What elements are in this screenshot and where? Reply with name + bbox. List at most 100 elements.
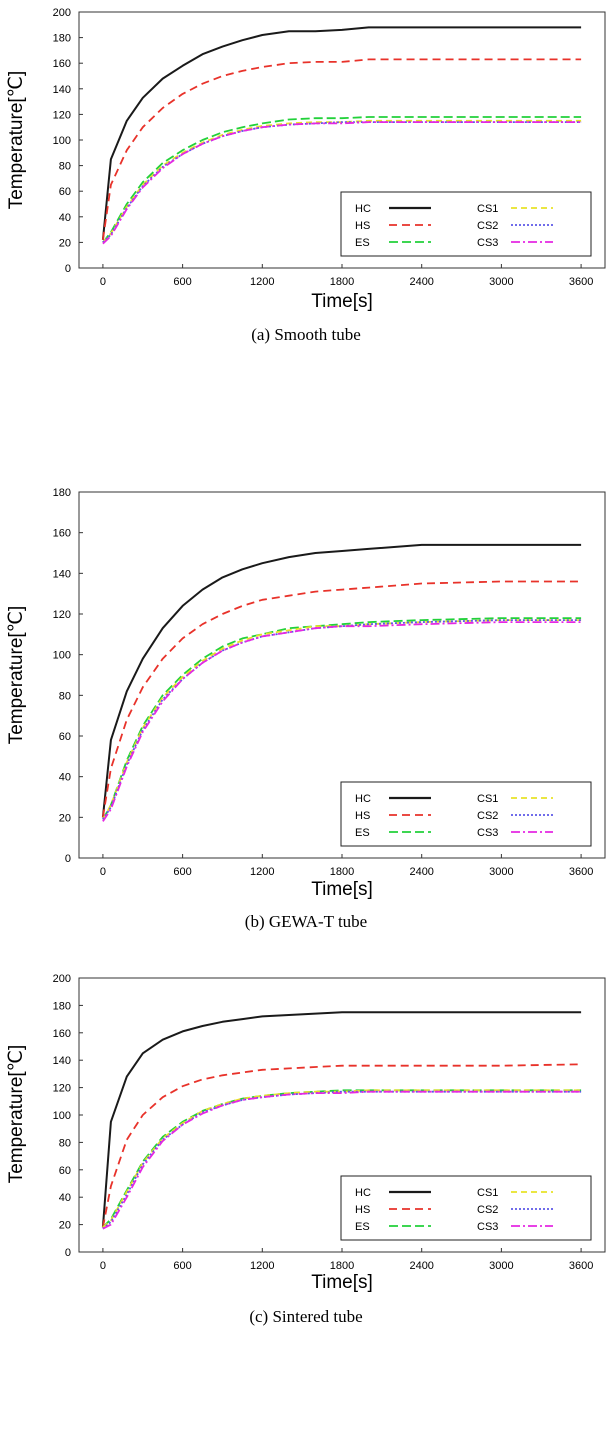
legend-label-hs: HS — [355, 1204, 370, 1216]
y-axis-title: Temperature[℃] — [6, 1045, 27, 1184]
legend-label-cs1: CS1 — [477, 203, 498, 215]
series-line-hs — [102, 1063, 582, 1228]
legend-label-cs2: CS2 — [477, 1204, 498, 1216]
x-tick-label: 1200 — [250, 866, 274, 878]
x-tick-label: 0 — [100, 866, 106, 878]
y-tick-label: 80 — [59, 1137, 71, 1149]
legend-label-cs3: CS3 — [477, 1221, 498, 1233]
y-tick-label: 160 — [53, 1028, 71, 1040]
y-tick-label: 120 — [53, 609, 71, 621]
y-tick-label: 0 — [65, 1247, 71, 1259]
series-line-hs — [102, 58, 582, 240]
series-line-hs — [102, 580, 582, 818]
series-line-cs2 — [102, 1090, 582, 1230]
legend-label-cs3: CS3 — [477, 237, 498, 249]
series-line-cs3 — [102, 1090, 582, 1230]
y-tick-label: 0 — [65, 263, 71, 275]
y-tick-label: 140 — [53, 84, 71, 96]
y-tick-label: 60 — [59, 731, 71, 743]
chart-panel-sintered-tube: 0 20 40 60 80 100 120 140 160 180 200 0 600 1200 1800 2… — [6, 973, 606, 1326]
x-tick-label: 0 — [100, 276, 106, 288]
x-tick-label: 600 — [173, 866, 191, 878]
y-tick-label: 40 — [59, 772, 71, 784]
legend: HC HS ES CS1 CS2 CS3 — [340, 1175, 592, 1241]
y-tick-label: 200 — [53, 973, 71, 985]
y-tick-label: 40 — [59, 1192, 71, 1204]
y-tick-label: 100 — [53, 135, 71, 147]
y-tick-label: 140 — [53, 1055, 71, 1067]
x-axis-title: Time[s] — [311, 291, 373, 312]
x-tick-label: 1800 — [330, 1260, 354, 1272]
x-tick-label: 1200 — [250, 1260, 274, 1272]
legend-label-es: ES — [355, 827, 370, 839]
x-tick-label: 1800 — [330, 276, 354, 288]
figure-caption: (a) Smooth tube — [251, 325, 361, 344]
y-tick-label: 200 — [53, 7, 71, 19]
figure-caption: (b) GEWA-T tube — [245, 912, 367, 931]
x-axis-title: Time[s] — [311, 879, 373, 900]
series-line-cs3 — [102, 121, 582, 245]
legend-box — [340, 781, 592, 847]
legend-label-cs3: CS3 — [477, 827, 498, 839]
x-tick-label: 3000 — [489, 1260, 513, 1272]
chart-panel-smooth-tube: 0 20 40 60 80 100 120 140 160 180 200 0 600 1200 1800 2… — [6, 7, 606, 344]
y-tick-label: 180 — [53, 487, 71, 499]
y-axis-title: Temperature[℃] — [6, 71, 27, 210]
y-tick-label: 40 — [59, 212, 71, 224]
legend-box — [340, 1175, 592, 1241]
y-tick-label: 60 — [59, 186, 71, 198]
legend: HC HS ES CS1 CS2 CS3 — [340, 191, 592, 257]
legend-label-cs1: CS1 — [477, 1187, 498, 1199]
series-line-es — [102, 617, 582, 820]
y-tick-label: 160 — [53, 58, 71, 70]
y-tick-label: 120 — [53, 1083, 71, 1095]
legend-label-hs: HS — [355, 220, 370, 232]
x-tick-label: 3600 — [569, 1260, 593, 1272]
x-tick-label: 1800 — [330, 866, 354, 878]
legend-box — [340, 191, 592, 257]
y-tick-label: 180 — [53, 1000, 71, 1012]
legend-label-hc: HC — [355, 203, 371, 215]
series-line-hc — [101, 543, 582, 818]
y-tick-label: 100 — [53, 650, 71, 662]
legend-label-es: ES — [355, 1221, 370, 1233]
y-tick-label: 60 — [59, 1165, 71, 1177]
x-tick-label: 2400 — [409, 276, 433, 288]
x-tick-label: 600 — [173, 276, 191, 288]
legend-label-es: ES — [355, 237, 370, 249]
legend: HC HS ES CS1 CS2 CS3 — [340, 781, 592, 847]
legend-label-cs1: CS1 — [477, 793, 498, 805]
y-tick-label: 20 — [59, 1220, 71, 1232]
x-tick-label: 1200 — [250, 276, 274, 288]
y-tick-label: 80 — [59, 161, 71, 173]
x-axis-title: Time[s] — [311, 1272, 373, 1293]
x-tick-label: 2400 — [409, 866, 433, 878]
series-line-cs3 — [102, 621, 582, 822]
x-tick-label: 3600 — [569, 866, 593, 878]
y-tick-label: 20 — [59, 237, 71, 249]
legend-label-cs2: CS2 — [477, 810, 498, 822]
y-axis-title: Temperature[℃] — [6, 606, 27, 745]
x-tick-label: 3000 — [489, 276, 513, 288]
legend-label-hs: HS — [355, 810, 370, 822]
y-tick-label: 100 — [53, 1110, 71, 1122]
y-tick-label: 80 — [59, 690, 71, 702]
x-tick-label: 0 — [100, 1260, 106, 1272]
figure-caption: (c) Sintered tube — [249, 1307, 362, 1326]
y-tick-label: 0 — [65, 853, 71, 865]
series-line-cs1 — [102, 1089, 582, 1228]
x-tick-label: 3000 — [489, 866, 513, 878]
y-tick-label: 180 — [53, 33, 71, 45]
series-line-cs1 — [102, 619, 582, 820]
y-tick-label: 20 — [59, 812, 71, 824]
legend-label-hc: HC — [355, 1187, 371, 1199]
series-line-es — [102, 116, 582, 243]
x-tick-label: 600 — [173, 1260, 191, 1272]
legend-label-hc: HC — [355, 793, 371, 805]
series-line-hc — [101, 1011, 582, 1228]
x-tick-label: 3600 — [569, 276, 593, 288]
legend-label-cs2: CS2 — [477, 220, 498, 232]
series-line-hc — [101, 26, 582, 240]
y-tick-label: 140 — [53, 568, 71, 580]
